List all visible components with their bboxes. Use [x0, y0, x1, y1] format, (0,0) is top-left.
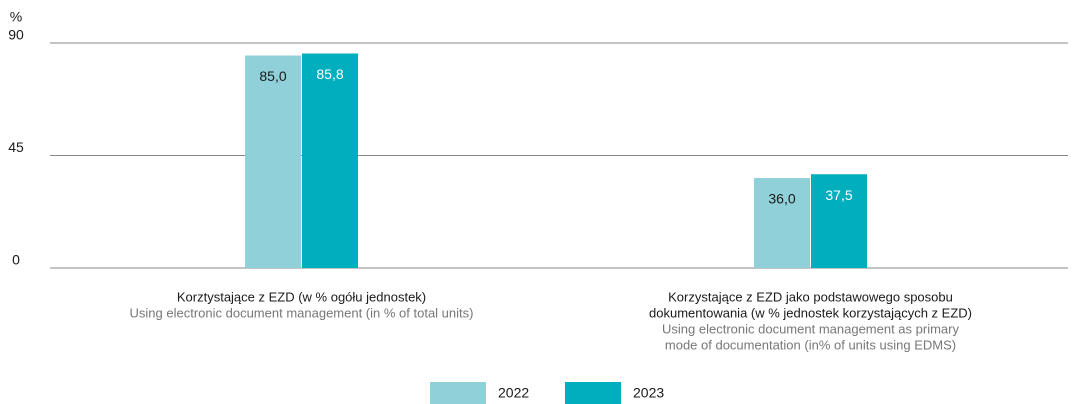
y-tick-label: 90	[8, 27, 24, 43]
bar	[245, 55, 301, 268]
bar	[754, 178, 810, 268]
legend-swatch	[430, 382, 486, 404]
y-axis-label: %	[10, 9, 22, 25]
bar	[811, 174, 867, 268]
value-label: 85,8	[316, 66, 343, 82]
value-label: 37,5	[825, 187, 852, 203]
value-label: 85,0	[259, 68, 286, 84]
x-tick-translation: mode of documentation (in% of units usin…	[665, 337, 956, 352]
legend-swatch	[565, 382, 621, 404]
y-tick-label: 45	[8, 139, 24, 155]
y-tick-label: 0	[12, 252, 20, 268]
legend-label: 2022	[498, 385, 529, 401]
x-tick-label: Korzystające z EZD jako podstawowego spo…	[668, 289, 953, 304]
x-tick-label: dokumentowania (w % jednostek korzystają…	[649, 305, 972, 320]
x-tick-label: Korztystające z EZD (w % ogółu jednostek…	[177, 289, 426, 304]
legend-label: 2023	[633, 385, 664, 401]
bar	[302, 53, 358, 268]
value-label: 36,0	[768, 191, 795, 207]
x-tick-translation: Using electronic document management (in…	[130, 305, 474, 320]
x-tick-translation: Using electronic document management as …	[662, 321, 959, 336]
